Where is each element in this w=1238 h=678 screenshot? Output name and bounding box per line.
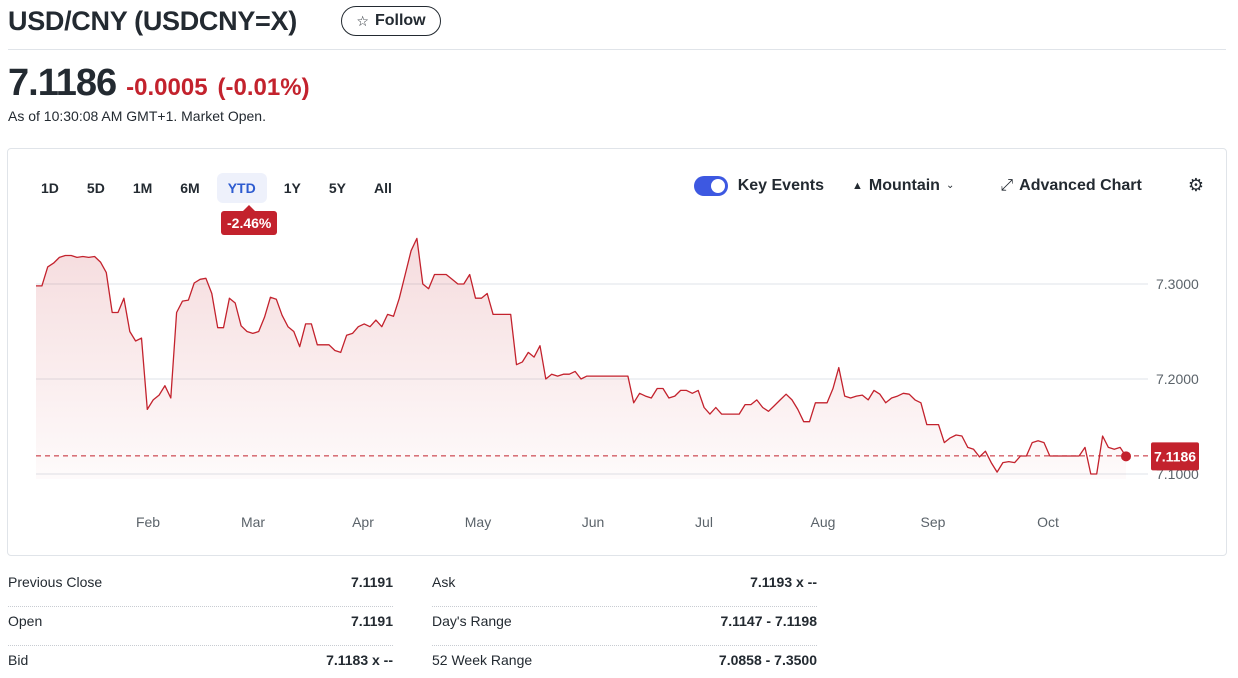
- gear-icon[interactable]: ⚙: [1187, 175, 1204, 195]
- advanced-chart-label: Advanced Chart: [1019, 176, 1142, 194]
- follow-button[interactable]: ☆ Follow: [341, 6, 441, 36]
- mountain-icon: ▲: [851, 179, 863, 192]
- x-tick-label: Aug: [811, 514, 836, 530]
- stat-label: Day's Range: [432, 613, 512, 629]
- range-selector: 1D 5D 1M 6M YTD 1Y 5Y All: [30, 173, 403, 203]
- key-events-label: Key Events: [737, 176, 824, 194]
- range-ytd-button[interactable]: YTD: [216, 173, 267, 203]
- x-tick-label: May: [465, 514, 491, 530]
- stat-value: 7.1191: [350, 574, 393, 590]
- stat-value: 7.1183 x --: [326, 652, 393, 668]
- price-area: [36, 238, 1126, 479]
- range-6m-button[interactable]: 6M: [180, 180, 200, 196]
- key-events-control[interactable]: Key Events: [693, 175, 824, 196]
- star-icon: ☆: [356, 12, 369, 29]
- stat-row-bid: Bid 7.1183 x --: [8, 646, 393, 678]
- stat-row-days-range: Day's Range 7.1147 - 7.1198: [432, 607, 817, 646]
- range-1m-button[interactable]: 1M: [132, 180, 153, 196]
- expand-icon: ⤢: [1000, 176, 1014, 194]
- y-tick-label: 7.2000: [1156, 371, 1199, 387]
- price-row: 7.1186 -0.0005 (-0.01%): [8, 62, 310, 105]
- key-events-toggle[interactable]: [693, 175, 728, 196]
- stat-value: 7.1193 x --: [750, 574, 817, 590]
- ytd-change-badge: -2.46%: [221, 205, 278, 235]
- chevron-down-icon: ⌄: [945, 180, 955, 191]
- range-1y-button[interactable]: 1Y: [283, 180, 301, 196]
- stat-value: 7.0858 - 7.3500: [718, 652, 817, 668]
- x-tick-label: Jun: [582, 514, 605, 530]
- current-price-tag: [1151, 442, 1199, 471]
- stat-label: Previous Close: [8, 574, 103, 590]
- stat-row-52-week-range: 52 Week Range 7.0858 - 7.3500: [432, 646, 817, 678]
- stat-label: Bid: [8, 652, 29, 668]
- advanced-chart-button[interactable]: ⤢ Advanced Chart: [1000, 177, 1142, 195]
- quote-header: USD/CNY (USDCNY=X) ☆ Follow: [8, 0, 1226, 50]
- range-1d-button[interactable]: 1D: [41, 180, 59, 196]
- x-tick-label: Mar: [241, 514, 265, 530]
- stat-row-open: Open 7.1191: [8, 607, 393, 646]
- chart-type-dropdown[interactable]: ▲ Mountain ⌄: [852, 177, 954, 195]
- market-status: As of 10:30:08 AM GMT+1. Market Open.: [8, 108, 266, 124]
- range-5y-button[interactable]: 5Y: [328, 180, 346, 196]
- stat-value: 7.1147 - 7.1198: [720, 613, 817, 629]
- price-change-percent: (-0.01%): [217, 74, 310, 101]
- chart-type-label: Mountain: [868, 176, 940, 194]
- stat-value: 7.1191: [350, 613, 393, 629]
- stat-row-previous-close: Previous Close 7.1191: [8, 568, 393, 607]
- stat-label: Ask: [432, 574, 456, 590]
- price-change: -0.0005: [126, 74, 208, 101]
- current-price-dot: [1121, 451, 1131, 462]
- y-tick-label: 7.3000: [1156, 276, 1199, 292]
- current-price-tag-label: 7.1186: [1154, 448, 1196, 464]
- x-tick-label: Oct: [1037, 514, 1059, 530]
- range-5d-button[interactable]: 5D: [86, 180, 105, 196]
- stat-label: 52 Week Range: [432, 652, 533, 668]
- range-all-button[interactable]: All: [373, 180, 392, 196]
- chart-card: 1D 5D 1M 6M YTD 1Y 5Y All -2.46% Key Eve…: [7, 148, 1227, 556]
- stat-row-ask: Ask 7.1193 x --: [432, 568, 817, 607]
- x-tick-label: Feb: [136, 514, 160, 530]
- price-line: [36, 237, 1127, 475]
- chart-controls: Key Events ▲ Mountain ⌄ ⤢ Advanced Chart…: [693, 175, 1204, 196]
- page-title: USD/CNY (USDCNY=X): [8, 6, 297, 36]
- x-tick-label: Sep: [921, 514, 946, 530]
- stat-label: Open: [8, 613, 43, 629]
- x-tick-label: Apr: [352, 514, 374, 530]
- current-price: 7.1186: [8, 62, 117, 104]
- x-tick-label: Jul: [695, 514, 713, 530]
- follow-label: Follow: [374, 12, 426, 29]
